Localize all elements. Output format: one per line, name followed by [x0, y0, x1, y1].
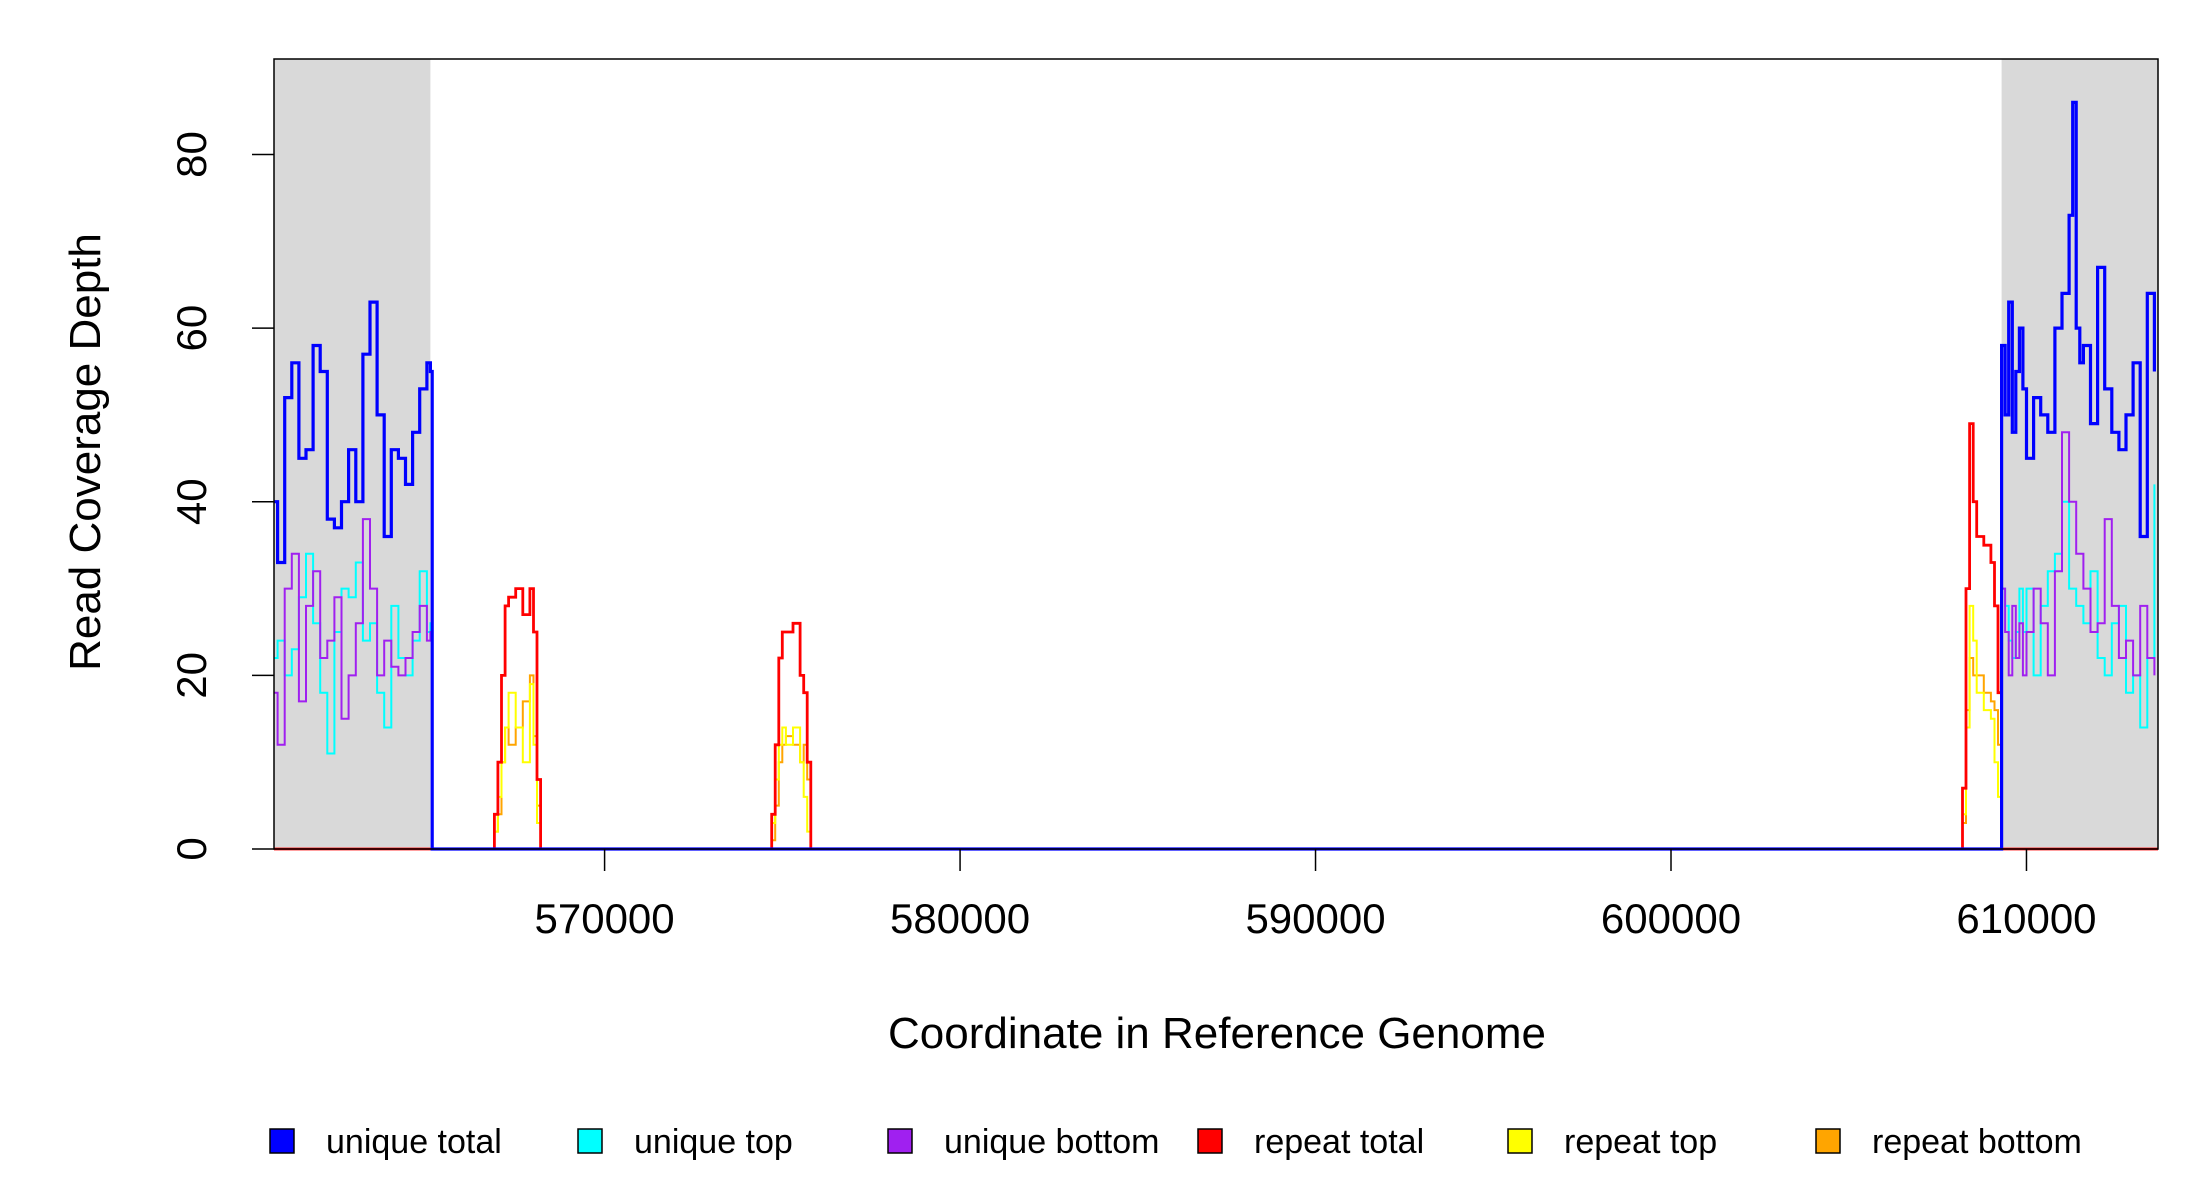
x-tick-label-600000: 600000 [1601, 895, 1741, 942]
legend-swatch-unique-total [269, 1128, 295, 1154]
legend-label-repeat-top: repeat top [1564, 1123, 1717, 1161]
legend-label-repeat-total: repeat total [1254, 1123, 1424, 1161]
x-axis: 570000 580000 590000 600000 610000 [535, 849, 2097, 942]
series-lines [274, 100, 2158, 851]
legend-swatch-repeat-top [1507, 1128, 1533, 1154]
series-repeat-total [274, 422, 2158, 851]
legend-swatch-unique-bottom [887, 1128, 913, 1154]
legend-label-unique-total: unique total [326, 1123, 502, 1161]
x-axis-title: Coordinate in Reference Genome [888, 1009, 1546, 1058]
x-tick-label-590000: 590000 [1245, 895, 1385, 942]
x-tick-label-570000: 570000 [535, 895, 675, 942]
x-tick-label-610000: 610000 [1956, 895, 2096, 942]
y-tick-label-80: 80 [168, 131, 215, 178]
legend-swatch-unique-top [577, 1128, 603, 1154]
legend-swatch-repeat-total [1197, 1128, 1223, 1154]
y-axis-title: Read Coverage Depth [61, 233, 110, 671]
series-unique-total [274, 100, 2156, 851]
x-tick-label-580000: 580000 [890, 895, 1030, 942]
y-tick-label-40: 40 [168, 478, 215, 525]
legend-label-unique-bottom: unique bottom [944, 1123, 1160, 1161]
legend: unique total unique top unique bottom repea… [269, 1123, 2082, 1161]
legend-label-unique-top: unique top [634, 1123, 793, 1161]
legend-label-repeat-bottom: repeat bottom [1872, 1123, 2082, 1161]
plot-frame [273, 58, 2159, 850]
legend-swatch-repeat-bottom [1815, 1128, 1841, 1154]
series-repeat-top [274, 604, 2158, 850]
y-tick-label-20: 20 [168, 652, 215, 699]
y-tick-label-0: 0 [168, 837, 215, 860]
y-tick-label-60: 60 [168, 305, 215, 352]
y-axis: 0 20 40 60 80 [168, 131, 274, 861]
